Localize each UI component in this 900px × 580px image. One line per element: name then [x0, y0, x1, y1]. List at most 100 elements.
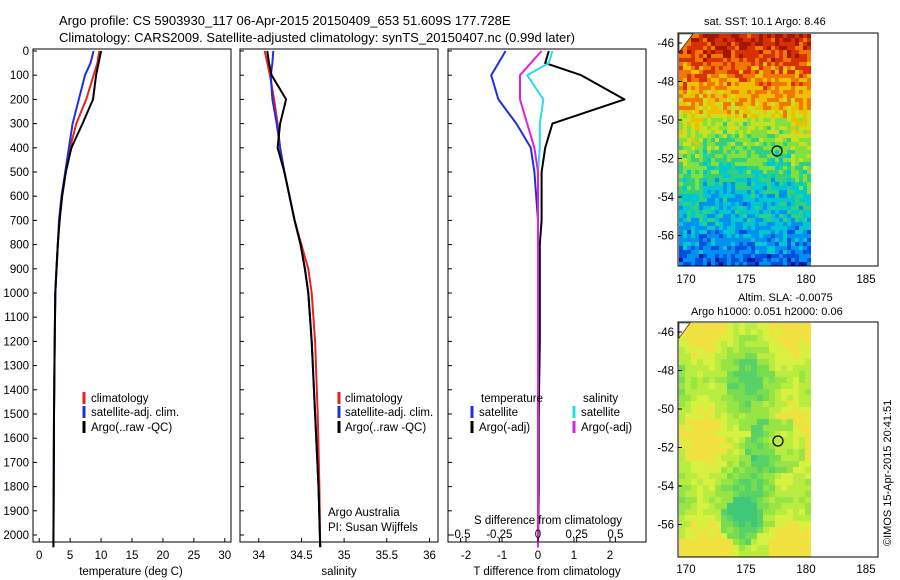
sst-cell [755, 198, 759, 202]
sla-cell [703, 539, 709, 545]
sst-cell [735, 142, 739, 146]
sst-cell [731, 202, 735, 206]
sst-cell [719, 170, 723, 174]
sla-cell [733, 509, 739, 515]
sla-cell [775, 479, 781, 485]
sst-cell [787, 242, 791, 246]
sst-cell [803, 186, 807, 190]
sst-cell [683, 178, 687, 182]
sla-cell [763, 383, 769, 389]
sla-cell [793, 431, 799, 437]
sst-cell [795, 38, 799, 42]
sst-cell [715, 222, 719, 226]
sla-cell [733, 467, 739, 473]
sst-cell [763, 222, 767, 226]
sst-cell [783, 66, 787, 70]
sst-cell [707, 242, 711, 246]
sst-cell [691, 66, 695, 70]
sst-cell [779, 58, 783, 62]
sla-cell [793, 479, 799, 485]
sst-cell [787, 90, 791, 94]
sla-cell [703, 527, 709, 533]
sla-cell [697, 425, 703, 431]
sst-cell [679, 54, 683, 58]
sst-cell [691, 210, 695, 214]
sst-cell [723, 118, 727, 122]
sst-cell [763, 42, 767, 46]
temperature-lines [52, 50, 103, 548]
sst-cell [695, 154, 699, 158]
sst-cell [723, 158, 727, 162]
x-tick-label: 1 [571, 550, 577, 562]
sst-cell [703, 238, 707, 242]
sla-cell [805, 503, 811, 509]
sst-cell [715, 78, 719, 82]
sla-cell [799, 533, 805, 539]
sst-cell [759, 214, 763, 218]
sla-cell [757, 329, 763, 335]
sla-cell [769, 533, 775, 539]
sst-cell [719, 166, 723, 170]
x-tick-label: -2 [461, 550, 471, 562]
sla-cell [703, 449, 709, 455]
sst-cell [743, 94, 747, 98]
sst-cell [687, 102, 691, 106]
sst-cell [795, 114, 799, 118]
sst-cell [715, 122, 719, 126]
legend-label-temp-argo: Argo(-adj) [479, 422, 530, 434]
sla-cell [721, 419, 727, 425]
sst-cell [767, 54, 771, 58]
sla-cell [727, 341, 733, 347]
sst-cell [731, 218, 735, 222]
sst-cell [799, 206, 803, 210]
sst-cell [691, 150, 695, 154]
sst-cell [743, 34, 747, 38]
sst-cell [807, 238, 811, 242]
sst-cell [747, 50, 751, 54]
sst-cell [731, 214, 735, 218]
sla-cell [769, 413, 775, 419]
sst-cell [779, 258, 783, 262]
sst-cell [747, 158, 751, 162]
sst-cell [699, 90, 703, 94]
sst-cell [755, 190, 759, 194]
sst-cell [739, 206, 743, 210]
sst-cell [719, 70, 723, 74]
sst-cell [727, 194, 731, 198]
depth-tick-label: 400 [10, 143, 29, 155]
sla-cell [745, 335, 751, 341]
sla-cell [805, 449, 811, 455]
sla-cell [781, 347, 787, 353]
sst-cell [695, 58, 699, 62]
sst-cell [719, 46, 723, 50]
sst-cell [699, 54, 703, 58]
sla-cell [751, 323, 757, 329]
sla-cell [709, 551, 715, 557]
sla-cell [751, 359, 757, 365]
sla-cell [733, 425, 739, 431]
sla-cell [679, 413, 685, 419]
sla-cell [775, 389, 781, 395]
sla-cell [721, 527, 727, 533]
sst-cell [779, 46, 783, 50]
sst-cell [691, 170, 695, 174]
sla-cell [679, 491, 685, 497]
sst-cell [707, 150, 711, 154]
sst-cell [751, 258, 755, 262]
sst-cell [779, 74, 783, 78]
series-line [52, 50, 103, 548]
sla-cell [745, 371, 751, 377]
sst-cell [695, 78, 699, 82]
sst-cell [715, 190, 719, 194]
sla-cell [697, 455, 703, 461]
sst-cell [763, 246, 767, 250]
sst-cell [699, 38, 703, 42]
sla-cell [745, 353, 751, 359]
sst-cell [707, 246, 711, 250]
sst-cell [751, 134, 755, 138]
sst-cell [771, 62, 775, 66]
sst-cell [779, 118, 783, 122]
sst-cell [775, 98, 779, 102]
sst-cell [707, 74, 711, 78]
sst-cell [703, 38, 707, 42]
